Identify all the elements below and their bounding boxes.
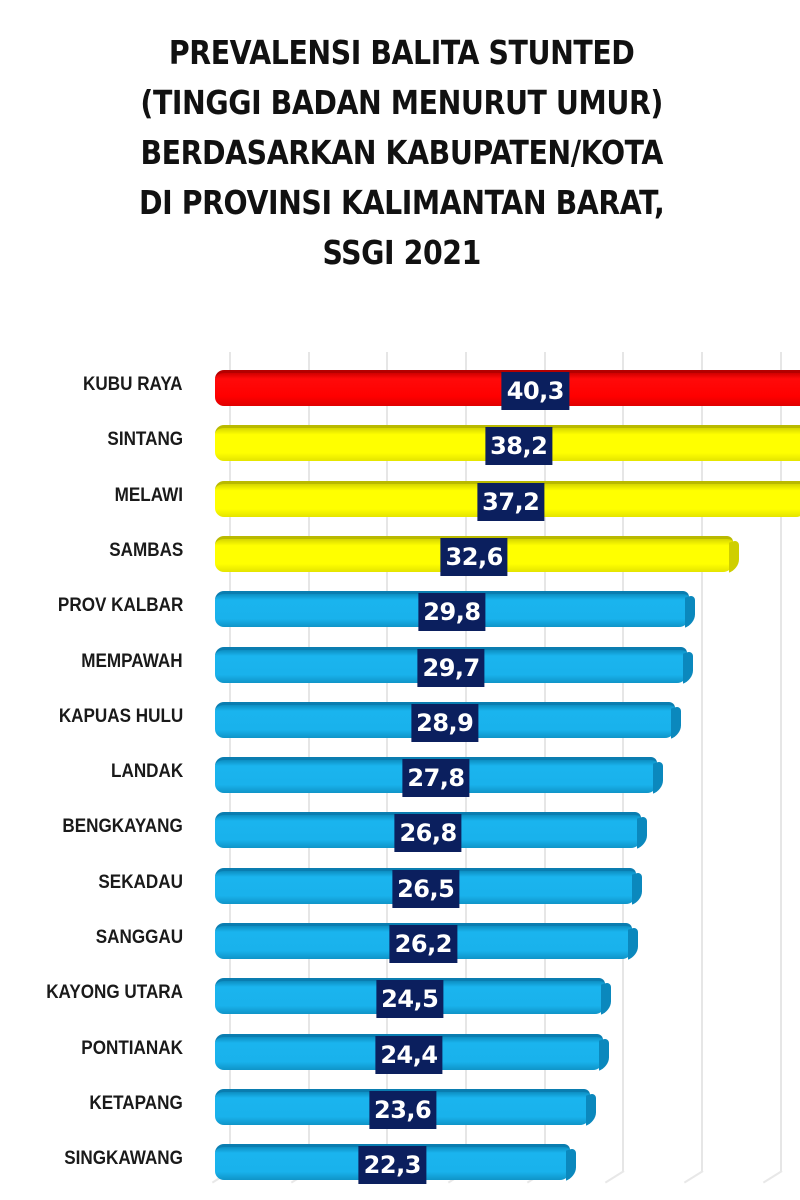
chart-row: SANGGAU 26,2 (0, 921, 800, 963)
bar-3d-cap (586, 1092, 597, 1126)
title-line-1: PREVALENSI BALITA STUNTED (168, 33, 635, 72)
value-label: 23,6 (369, 1090, 437, 1129)
value-label: 24,4 (375, 1035, 443, 1074)
category-label: KAYONG UTARA (46, 982, 183, 1004)
bar-3d-cap (683, 649, 694, 684)
category-label: SINGKAWANG (64, 1148, 183, 1170)
category-label: KUBU RAYA (83, 374, 183, 395)
value-label: 24,5 (376, 980, 444, 1019)
value-label: 37,2 (477, 482, 545, 521)
gridline (701, 352, 703, 1172)
category-label: SANGGAU (95, 927, 183, 948)
category-label: PROV KALBAR (57, 595, 183, 617)
chart-row: SEKADAU 26,5 (0, 866, 800, 908)
chart-row: KAYONG UTARA 24,5 (0, 976, 800, 1019)
title-line-2: (TINGGI BADAN MENURUT UMUR) (140, 83, 663, 122)
bar-3d-cap (670, 705, 681, 739)
chart-row: MEMPAWAH 29,7 (0, 645, 800, 687)
chart-row: KAPUAS HULU 28,9 (0, 700, 800, 742)
value-label: 28,9 (411, 703, 479, 742)
chart-row: PONTIANAK 24,4 (0, 1032, 800, 1074)
category-label: LANDAK (110, 761, 183, 783)
value-label: 29,8 (418, 593, 486, 632)
bar-3d-cap (632, 871, 643, 905)
title-line-4: DI PROVINSI KALIMANTAN BARAT, (139, 183, 665, 222)
bar-3d-cap (598, 1036, 609, 1071)
value-label: 26,8 (394, 814, 462, 853)
title-line-5: SSGI 2021 (322, 233, 481, 272)
bar-3d-cap (627, 926, 638, 960)
chart-row: MELAWI 37,2 (0, 479, 800, 521)
chart-row: LANDAK 27,8 (0, 755, 800, 798)
category-label: KAPUAS HULU (58, 705, 183, 727)
category-label: MELAWI (114, 484, 183, 506)
bar-chart-plot-area: KUBU RAYA 40,3 SINTANG 38,2 MELAWI 37,2 SAMBAS… (0, 340, 800, 1200)
bar-3d-cap (637, 815, 648, 850)
gridline (780, 352, 782, 1172)
chart-row: KETAPANG 23,6 (0, 1087, 800, 1129)
value-label: 32,6 (440, 537, 508, 576)
bar-3d-cap (600, 981, 611, 1015)
category-label: SAMBAS (108, 539, 183, 561)
bar-3d-cap (565, 1147, 576, 1181)
bar-3d-cap (684, 594, 695, 628)
value-label: 26,2 (389, 925, 457, 963)
chart-row: KUBU RAYA 40,3 (0, 368, 800, 410)
value-label: 27,8 (402, 759, 470, 798)
title-line-3: BERDASARKAN KABUPATEN/KOTA (140, 133, 663, 172)
value-label: 29,7 (417, 648, 485, 687)
value-label: 38,2 (485, 427, 553, 466)
bar-3d-cap (729, 539, 740, 573)
category-label: BENGKAYANG (62, 816, 183, 838)
chart-row: PROV KALBAR 29,8 (0, 589, 800, 632)
chart-row: BENGKAYANG 26,8 (0, 810, 800, 853)
bar-3d-cap (653, 760, 664, 794)
value-label: 22,3 (358, 1146, 426, 1185)
chart-row: SAMBAS 32,6 (0, 534, 800, 576)
value-label: 26,5 (392, 869, 460, 908)
category-label: KETAPANG (89, 1092, 183, 1114)
category-label: SEKADAU (98, 871, 183, 893)
value-label: 40,3 (501, 372, 569, 410)
chart-title: PREVALENSI BALITA STUNTED (TINGGI BADAN … (58, 28, 746, 278)
category-label: MEMPAWAH (81, 650, 183, 672)
chart-row: SINGKAWANG 22,3 (0, 1142, 800, 1185)
category-label: PONTIANAK (81, 1037, 183, 1059)
category-label: SINTANG (107, 429, 183, 451)
chart-row: SINTANG 38,2 (0, 423, 800, 466)
